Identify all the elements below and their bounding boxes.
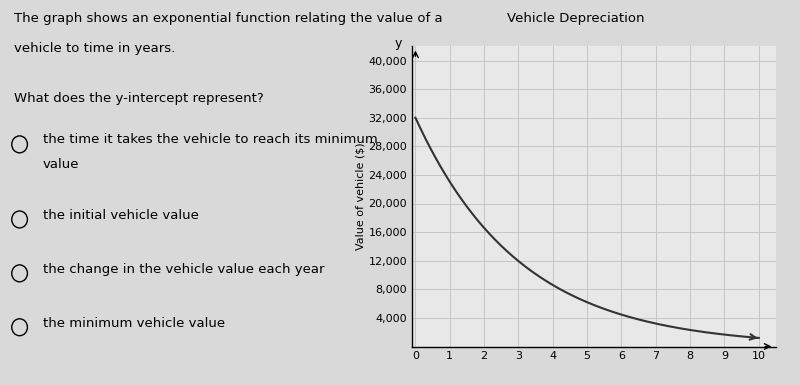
Text: y: y [394,37,402,50]
Y-axis label: Value of vehicle ($): Value of vehicle ($) [356,142,366,250]
Text: What does the y-intercept represent?: What does the y-intercept represent? [14,92,264,105]
Text: value: value [42,158,79,171]
Text: the change in the vehicle value each year: the change in the vehicle value each yea… [42,263,324,276]
Text: the initial vehicle value: the initial vehicle value [42,209,198,222]
Text: vehicle to time in years.: vehicle to time in years. [14,42,175,55]
Text: Vehicle Depreciation: Vehicle Depreciation [507,12,645,25]
Text: The graph shows an exponential function relating the value of a: The graph shows an exponential function … [14,12,443,25]
Text: the minimum vehicle value: the minimum vehicle value [42,317,225,330]
Text: the time it takes the vehicle to reach its minimum: the time it takes the vehicle to reach i… [42,133,378,146]
